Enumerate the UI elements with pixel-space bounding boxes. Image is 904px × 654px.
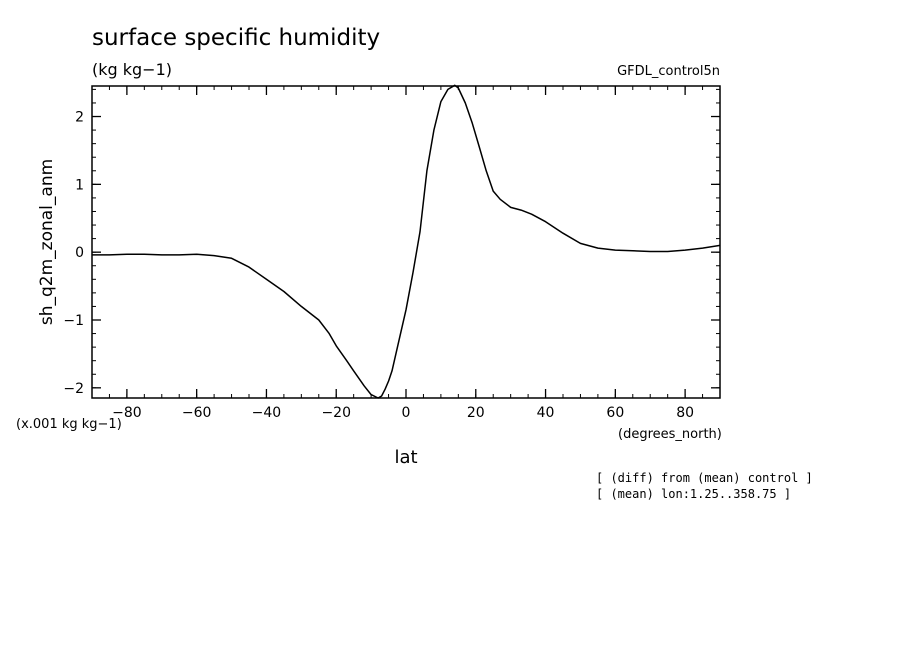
y-axis: −2 −1 0 1 2 bbox=[63, 88, 720, 397]
y-scale-note: (x.001 kg kg−1) bbox=[16, 417, 122, 432]
x-tick-label: 60 bbox=[606, 405, 624, 421]
note-diff: [ (diff) from (mean) control ] bbox=[596, 471, 813, 485]
x-tick-label: −20 bbox=[321, 405, 351, 421]
chart-title: surface specific humidity bbox=[92, 25, 380, 51]
x-tick-label: 80 bbox=[676, 405, 694, 421]
y-tick-label: −1 bbox=[63, 313, 84, 329]
x-axis-units: (degrees_north) bbox=[618, 427, 722, 442]
y-axis-label: sh_q2m_zonal_anm bbox=[37, 159, 57, 325]
y-tick-label: −2 bbox=[63, 381, 84, 397]
series-line bbox=[92, 84, 721, 399]
y-tick-label: 1 bbox=[75, 177, 84, 193]
x-axis: −80 −60 −40 −20 0 20 40 60 80 bbox=[91, 86, 721, 421]
x-tick-label: −80 bbox=[112, 405, 142, 421]
x-tick-label: 20 bbox=[467, 405, 485, 421]
x-axis-label: lat bbox=[394, 447, 417, 468]
plot-area bbox=[92, 84, 721, 399]
note-mean: [ (mean) lon:1.25..358.75 ] bbox=[596, 487, 791, 501]
experiment-label: GFDL_control5n bbox=[617, 64, 720, 79]
chart-units: (kg kg−1) bbox=[92, 60, 172, 79]
plot-frame bbox=[91, 85, 721, 399]
y-tick-label: 2 bbox=[75, 110, 84, 126]
x-tick-label: 0 bbox=[402, 405, 411, 421]
y-tick-label: 0 bbox=[75, 245, 84, 261]
x-tick-label: −40 bbox=[252, 405, 282, 421]
x-tick-label: 40 bbox=[537, 405, 555, 421]
x-tick-label: −60 bbox=[182, 405, 212, 421]
